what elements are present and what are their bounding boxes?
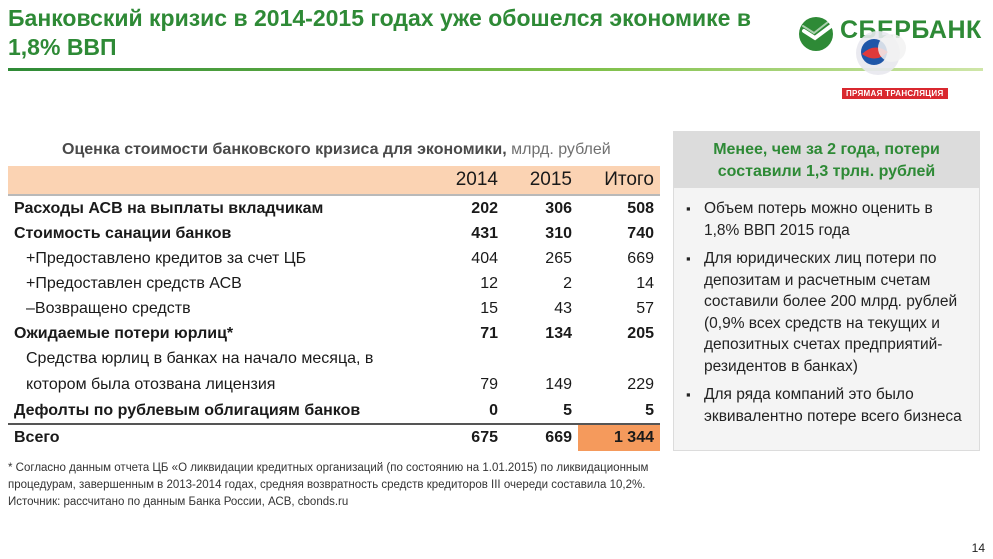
cell-total: 57	[636, 299, 654, 317]
cell-2015: 149	[545, 376, 572, 393]
cell-2015: 2	[563, 274, 572, 292]
table-row: Дефолты по рублевым облигациям банков 0 …	[8, 398, 660, 424]
table-row: котором была отозвана лицензия 79 149 22…	[8, 372, 660, 398]
table-row: Средства юрлиц в банках на начало месяца…	[8, 346, 660, 372]
cell-2014: 15	[480, 299, 498, 317]
table-row: Стоимость санации банков 431 310 740	[8, 221, 660, 246]
column-header-2014: 2014	[430, 166, 504, 196]
bullet-icon: ▪	[686, 251, 691, 266]
table-caption-text: Оценка стоимости банковского кризиса для…	[62, 141, 507, 158]
table-row: +Предоставлено кредитов за счет ЦБ 404 2…	[8, 246, 660, 271]
cell-2014: 79	[480, 376, 498, 393]
tv-channel-logo-icon	[848, 28, 920, 78]
live-broadcast-label: ПРЯМАЯ ТРАНСЛЯЦИЯ	[842, 88, 948, 99]
row-label: +Предоставлено кредитов за счет ЦБ	[26, 249, 307, 267]
panel-heading: Менее, чем за 2 года, потери составили 1…	[674, 132, 979, 188]
cell-total: 14	[636, 274, 654, 292]
row-label: Ожидаемые потери юрлиц*	[14, 324, 234, 342]
table-row: –Возвращено средств 15 43 57	[8, 296, 660, 321]
cell-total: 205	[627, 324, 654, 342]
key-findings-panel: Менее, чем за 2 года, потери составили 1…	[673, 131, 980, 451]
column-header-2015: 2015	[504, 166, 578, 196]
footnote: * Согласно данным отчета ЦБ «О ликвидаци…	[8, 460, 668, 511]
cell-2015: 265	[545, 249, 572, 267]
cell-2014: 404	[471, 249, 498, 267]
table-header-row: 2014 2015 Итого	[8, 166, 660, 196]
cell-2015: 306	[545, 199, 572, 217]
table-caption: Оценка стоимости банковского кризиса для…	[62, 141, 611, 159]
column-header-total: Итого	[578, 166, 660, 196]
page-number: 14	[971, 541, 985, 555]
list-item-text: Для юридических лиц потери по депозитам …	[704, 250, 958, 375]
cell-2014: 0	[489, 401, 498, 419]
cell-total: 508	[627, 199, 654, 217]
findings-list: ▪ Объем потерь можно оценить в 1,8% ВВП …	[686, 198, 969, 427]
cell-total: 740	[627, 224, 654, 242]
title-divider	[8, 68, 983, 71]
bullet-icon: ▪	[686, 387, 691, 402]
source-line: Источник: рассчитано по данным Банка Рос…	[8, 496, 349, 508]
cell-2014: 431	[471, 224, 498, 242]
cell-total: 669	[627, 249, 654, 267]
total-label: Всего	[8, 423, 430, 451]
cell-total: 229	[627, 376, 654, 393]
table-total-row: Всего 675 669 1 344	[8, 423, 660, 451]
cell-2015: 310	[545, 224, 572, 242]
crisis-cost-table: 2014 2015 Итого Расходы АСВ на выплаты в…	[8, 166, 660, 451]
list-item-text: Для ряда компаний это было эквивалентно …	[704, 386, 962, 425]
sberbank-mark-icon	[799, 17, 833, 51]
list-item-text: Объем потерь можно оценить в 1,8% ВВП 20…	[704, 200, 933, 239]
row-label: +Предоставлен средств АСВ	[26, 274, 242, 292]
row-label: –Возвращено средств	[26, 299, 191, 317]
total-2015: 669	[504, 423, 578, 451]
footnote-line: процедурам, завершенным в 2013-2014 года…	[8, 479, 646, 491]
cell-2014: 202	[471, 199, 498, 217]
footnote-line: * Согласно данным отчета ЦБ «О ликвидаци…	[8, 462, 649, 474]
total-2014: 675	[430, 423, 504, 451]
cell-2015: 134	[545, 324, 572, 342]
table-row: Расходы АСВ на выплаты вкладчикам 202 30…	[8, 195, 660, 221]
grand-total-cell: 1 344	[578, 423, 660, 451]
cell-2015: 43	[554, 299, 572, 317]
row-label: Расходы АСВ на выплаты вкладчикам	[14, 199, 324, 217]
cell-2015: 5	[563, 401, 572, 419]
row-label: Дефолты по рублевым облигациям банков	[14, 401, 361, 419]
row-label-line2: котором была отозвана лицензия	[26, 376, 276, 393]
cell-2014: 71	[480, 324, 498, 342]
row-label-line1: Средства юрлиц в банках на начало месяца…	[26, 350, 374, 367]
row-label: Стоимость санации банков	[14, 224, 232, 242]
table-row: Ожидаемые потери юрлиц* 71 134 205	[8, 321, 660, 346]
table-row: +Предоставлен средств АСВ 12 2 14	[8, 271, 660, 296]
bullet-icon: ▪	[686, 201, 691, 216]
column-header-label	[8, 166, 430, 196]
slide-title: Банковский кризис в 2014-2015 годах уже …	[8, 5, 751, 60]
cell-total: 5	[645, 401, 654, 419]
list-item: ▪ Объем потерь можно оценить в 1,8% ВВП …	[686, 198, 969, 241]
list-item: ▪ Для ряда компаний это было эквивалентн…	[686, 384, 969, 427]
list-item: ▪ Для юридических лиц потери по депозита…	[686, 248, 969, 377]
table-caption-unit: млрд. рублей	[506, 141, 611, 158]
cell-2014: 12	[480, 274, 498, 292]
